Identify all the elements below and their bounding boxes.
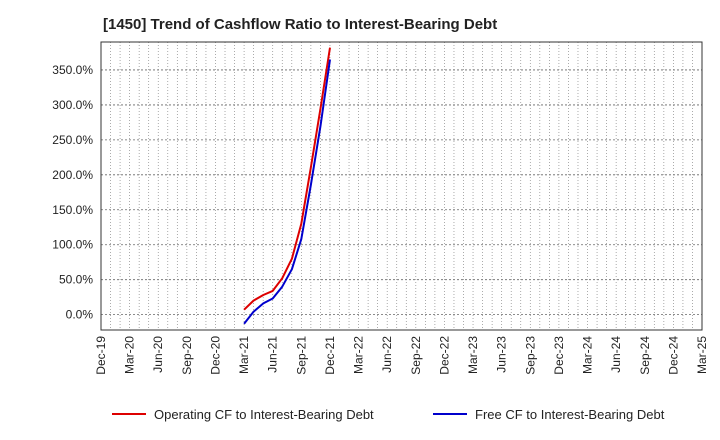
legend-label: Free CF to Interest-Bearing Debt — [475, 407, 665, 422]
x-tick-label: Sep-22 — [409, 336, 423, 375]
legend: Operating CF to Interest-Bearing Debt Fre… — [112, 407, 665, 422]
x-tick-label: Dec-22 — [437, 336, 451, 375]
x-tick-label: Dec-20 — [208, 336, 222, 375]
y-tick-label: 200.0% — [52, 168, 93, 182]
x-tick-label: Jun-23 — [495, 336, 509, 373]
y-tick-label: 250.0% — [52, 133, 93, 147]
y-tick-label: 350.0% — [52, 63, 93, 77]
x-tick-label: Jun-21 — [266, 336, 280, 373]
series-line — [243, 47, 331, 311]
chart-title: [1450] Trend of Cashflow Ratio to Intere… — [103, 16, 498, 33]
grid-layer — [101, 42, 702, 330]
legend-label: Operating CF to Interest-Bearing Debt — [154, 407, 374, 422]
y-tick-label: 0.0% — [66, 308, 94, 322]
x-tick-label: Mar-25 — [695, 336, 709, 374]
x-tick-label: Mar-20 — [123, 336, 137, 374]
y-tick-label: 300.0% — [52, 98, 93, 112]
plot-frame — [100, 41, 703, 331]
x-tick-label: Dec-24 — [666, 336, 680, 375]
x-tick-label: Dec-23 — [552, 336, 566, 375]
y-tick-label: 150.0% — [52, 203, 93, 217]
x-tick-label: Dec-19 — [94, 336, 108, 375]
x-tick-label: Sep-21 — [294, 336, 308, 375]
x-tick-label: Jun-20 — [151, 336, 165, 373]
x-tick-label: Mar-23 — [466, 336, 480, 374]
series-layer — [243, 47, 331, 325]
x-tick-label: Sep-24 — [638, 336, 652, 375]
y-tick-label: 50.0% — [59, 273, 93, 287]
x-tick-label: Sep-20 — [180, 336, 194, 375]
x-tick-label: Mar-24 — [581, 336, 595, 374]
x-tick-label: Jun-24 — [609, 336, 623, 373]
x-tick-label: Dec-21 — [323, 336, 337, 375]
x-tick-label: Sep-23 — [523, 336, 537, 375]
y-axis-ticks: 0.0% 50.0% 100.0% 150.0% 200.0% 250.0% 300.0% 3… — [52, 63, 93, 322]
series-line — [243, 59, 331, 325]
x-axis-ticks: Dec-19 Mar-20 Jun-20 Sep-20 Dec-20 Mar-21 Jun-… — [94, 336, 709, 375]
x-tick-label: Mar-22 — [352, 336, 366, 374]
x-tick-label: Jun-22 — [380, 336, 394, 373]
x-tick-label: Mar-21 — [237, 336, 251, 374]
y-tick-label: 100.0% — [52, 238, 93, 252]
